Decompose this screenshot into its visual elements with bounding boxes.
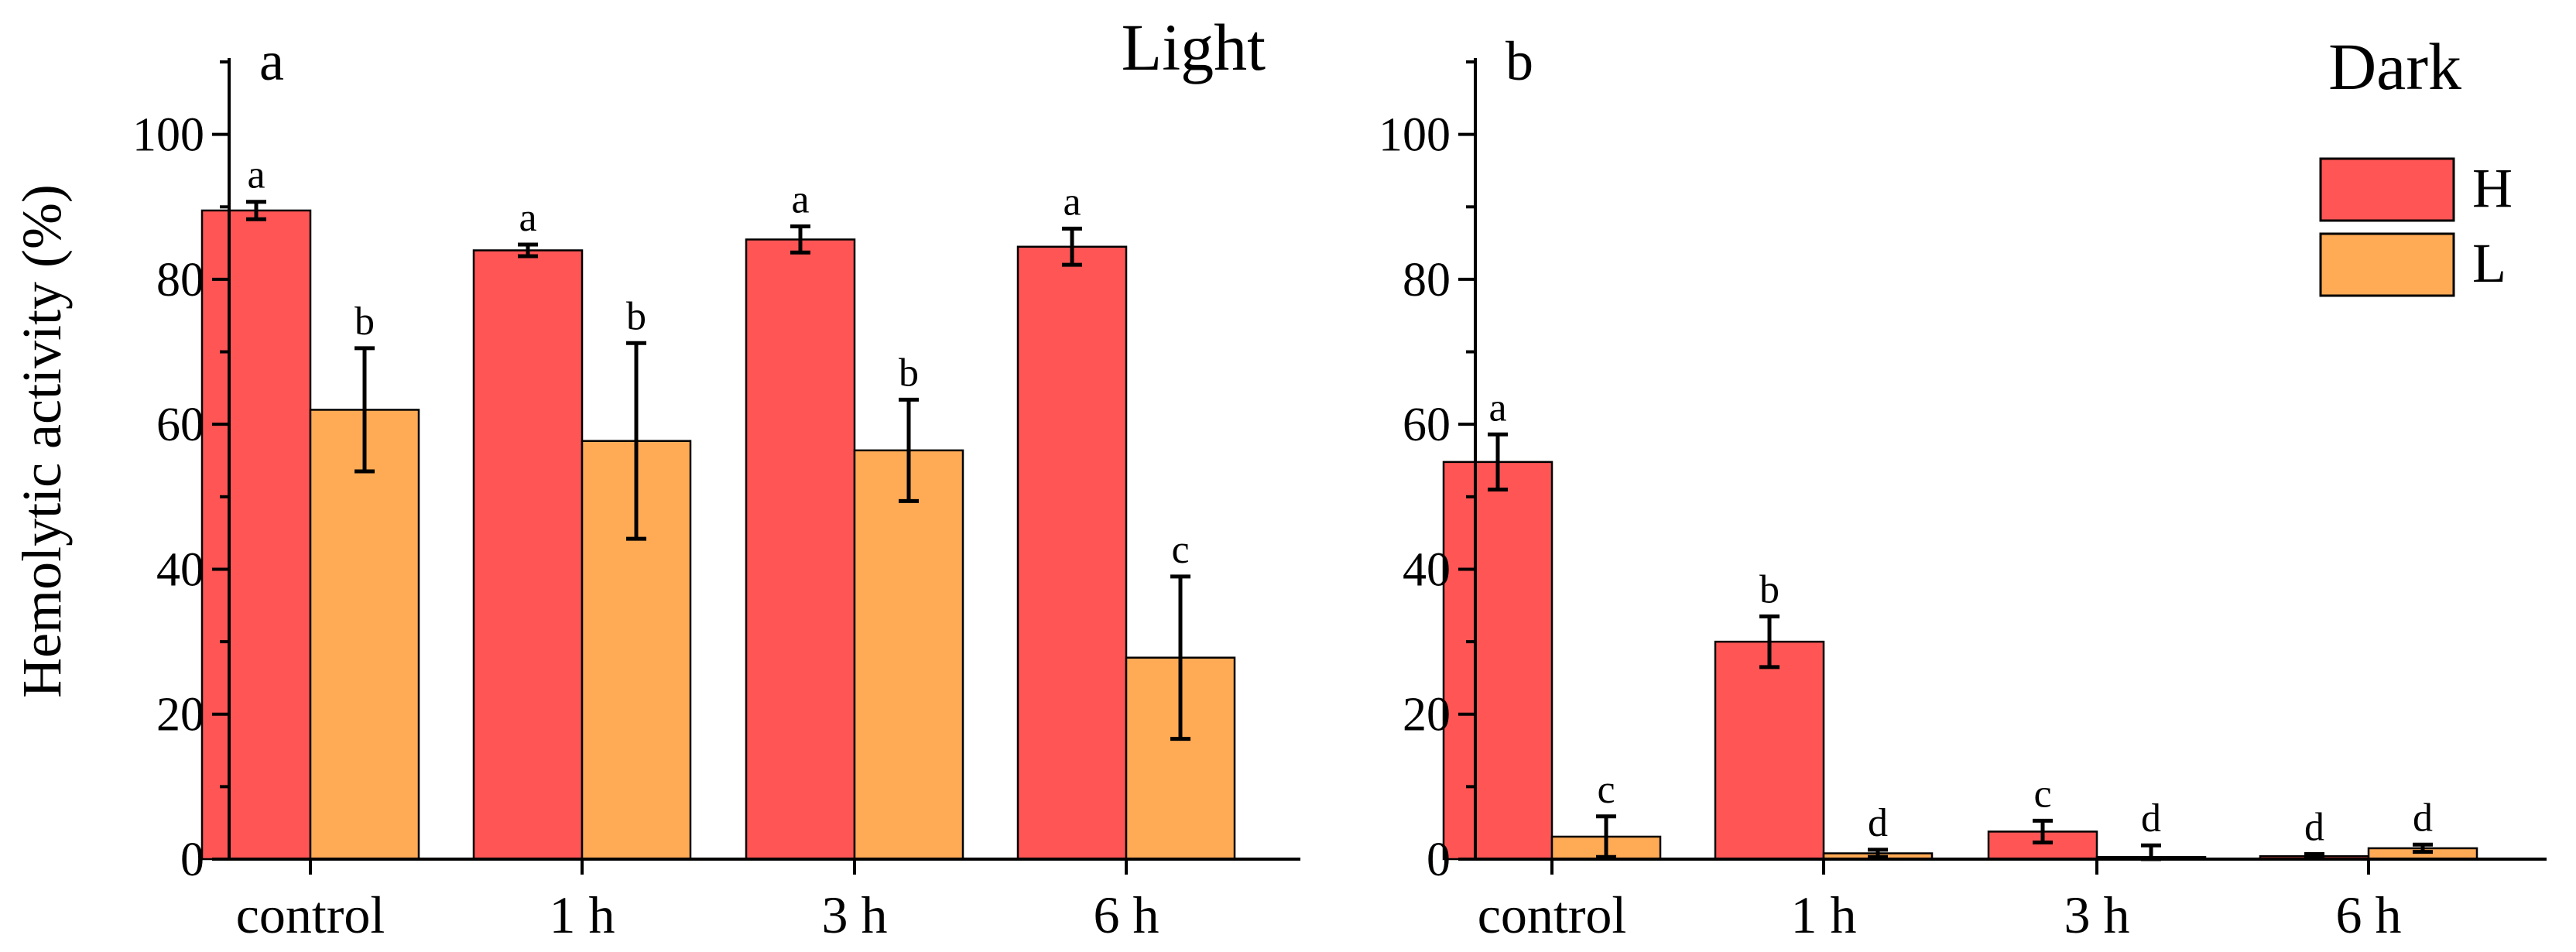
- x-tick-label-1: 1 h: [1791, 885, 1857, 944]
- bar-b-H-2: [1987, 830, 2098, 861]
- legend-swatch-L: [2319, 232, 2455, 297]
- y-tick-label-60: 60: [1403, 399, 1451, 451]
- sig-letter-a-L-3: c: [1171, 528, 1189, 572]
- y-tick-label-20: 20: [156, 689, 204, 741]
- x-tick-label-0: control: [236, 885, 385, 944]
- sig-letter-a-H-2: a: [791, 178, 809, 222]
- x-tick-label-2: 3 h: [2064, 885, 2130, 944]
- sig-letter-a-H-1: a: [519, 196, 536, 240]
- sig-letter-b-L-2: d: [2141, 796, 2161, 841]
- legend-swatch-H: [2319, 157, 2455, 222]
- bar-a-L-0: [309, 409, 420, 861]
- bar-b-H-0: [1442, 461, 1553, 861]
- bar-a-H-3: [1016, 245, 1128, 861]
- y-tick-label-0: 0: [180, 834, 204, 886]
- y-tick-label-40: 40: [1403, 543, 1451, 596]
- y-tick-label-80: 80: [1403, 254, 1451, 306]
- bar-b-H-1: [1714, 640, 1825, 861]
- x-tick-label-0: control: [1478, 885, 1627, 944]
- legend-label-L: L: [2472, 232, 2506, 294]
- bar-a-H-1: [472, 249, 584, 861]
- sig-letter-b-H-3: d: [2304, 805, 2324, 849]
- panel-b-dark: a b c d c d d d 0 20 40 60 80 100 control 1 h 3 h 6 h b Dar…: [1379, 29, 2547, 944]
- bar-a-H-2: [745, 238, 856, 861]
- y-tick-label-100: 100: [1379, 109, 1451, 162]
- bar-a-H-0: [200, 209, 312, 861]
- panel-a-light: a a a a b b b c 0 20 40 60 80 100 control 1 h 3 h 6 h a Lig…: [132, 10, 1300, 944]
- y-tick-label-20: 20: [1403, 689, 1451, 741]
- sig-letter-b-L-1: d: [1868, 801, 1888, 845]
- panel-condition-b: Dark: [2328, 29, 2461, 104]
- panel-condition-a: Light: [1122, 10, 1266, 84]
- sig-letter-a-L-1: b: [626, 294, 646, 338]
- sig-letter-a-H-0: a: [247, 153, 265, 197]
- y-axis-title: Hemolytic activity (%): [11, 184, 73, 698]
- sig-letter-a-H-3: a: [1063, 180, 1081, 224]
- y-tick-label-100: 100: [132, 109, 204, 162]
- panel-letter-a: a: [259, 30, 284, 92]
- bar-a-L-2: [853, 449, 964, 861]
- x-tick-label-3: 6 h: [2336, 885, 2402, 944]
- legend-label-H: H: [2472, 157, 2513, 219]
- sig-letter-b-L-0: c: [1597, 768, 1615, 812]
- sig-letter-b-H-2: c: [2033, 772, 2051, 816]
- sig-letter-b-H-0: a: [1488, 385, 1506, 430]
- panel-letter-b: b: [1506, 30, 1533, 92]
- x-tick-label-3: 6 h: [1094, 885, 1160, 944]
- sig-letter-a-L-0: b: [355, 300, 375, 344]
- y-tick-label-60: 60: [156, 399, 204, 451]
- x-tick-label-2: 3 h: [822, 885, 888, 944]
- sig-letter-b-H-1: b: [1759, 567, 1780, 611]
- y-tick-label-80: 80: [156, 254, 204, 306]
- sig-letter-a-L-2: b: [899, 351, 919, 395]
- y-tick-label-0: 0: [1427, 834, 1451, 886]
- sig-letter-b-L-3: d: [2413, 796, 2433, 840]
- x-tick-label-1: 1 h: [550, 885, 615, 944]
- y-tick-label-40: 40: [156, 543, 204, 596]
